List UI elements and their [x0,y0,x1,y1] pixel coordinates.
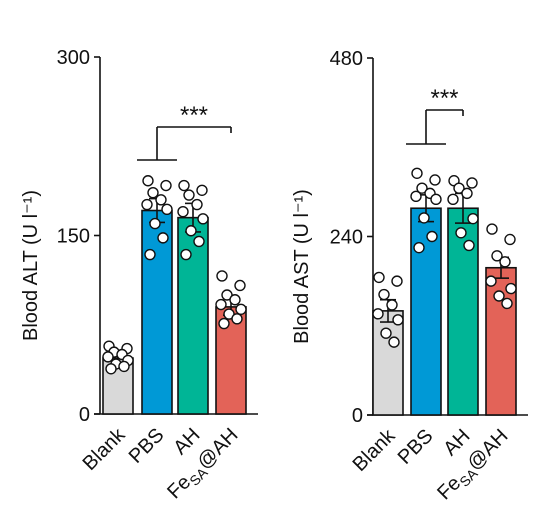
category-label-main: PBS [394,425,438,469]
data-point [141,198,153,211]
data-point [147,186,159,199]
data-point [102,351,114,363]
data-point [388,336,400,348]
data-point [149,217,161,230]
data-point [410,190,422,203]
data-point [191,198,203,211]
data-point [160,179,172,192]
data-point [378,288,390,301]
data-point [413,241,425,254]
data-point [467,212,479,225]
bar-ah [177,216,209,415]
category-label: PBS [394,425,438,469]
y-axis-title: Blood ALT (U l⁻¹) [20,190,42,341]
data-point [180,248,192,261]
data-point [411,167,423,179]
bar-blank [372,310,404,416]
category-label-rest: @AH [193,424,243,474]
y-tick-label: 480 [330,48,363,70]
y-tick-label: 300 [57,47,90,69]
data-point [196,184,208,196]
data-point [144,248,156,261]
data-point [486,223,498,235]
data-point [493,290,505,302]
data-point [183,189,195,201]
data-point [386,299,398,311]
data-point [157,232,169,244]
data-point [234,279,246,292]
data-point [118,360,130,373]
y-tick-label: 0 [352,405,363,427]
data-point [161,203,173,216]
category-label: Blank [79,423,131,475]
data-point [216,270,228,282]
bar-pbs [410,207,442,416]
y-tick-label: 240 [330,227,363,249]
category-label-main: Blank [349,424,401,476]
data-point [504,233,516,246]
data-point [501,297,513,310]
data-point [429,174,441,186]
data-point [455,227,467,239]
data-point [235,303,247,315]
data-point [461,187,473,200]
data-point [505,282,517,295]
y-axis-title: Blood AST (U l⁻¹) [291,189,313,344]
data-point [197,213,209,225]
data-point [453,182,465,194]
y-tick-label: 0 [79,404,90,426]
data-point [418,212,430,224]
data-point [391,275,403,287]
category-label-main: Blank [79,423,131,475]
data-point [372,308,384,320]
data-point [105,363,117,375]
data-point [215,298,227,311]
data-point [193,235,205,248]
bar-ah [447,207,479,416]
data-point [416,182,428,194]
data-point [463,239,475,252]
data-point [392,314,404,326]
data-point [466,177,478,189]
category-label: PBS [125,424,169,468]
bar-pbs [141,209,173,415]
data-point [142,175,154,187]
category-label-main: PBS [125,424,169,468]
data-point [177,205,189,218]
data-point [499,256,511,268]
data-point [178,179,190,192]
data-point [430,193,442,206]
data-point [185,225,197,237]
y-tick-label: 150 [57,226,90,248]
data-point [231,313,243,325]
data-point [491,250,503,262]
data-point [485,275,497,287]
significance-label: *** [430,85,458,112]
data-point [155,194,167,206]
data-point [447,193,459,206]
data-point [380,327,392,339]
category-label: Blank [349,424,401,476]
data-point [373,271,385,284]
data-point [229,294,241,306]
data-point [426,230,438,243]
data-point [218,317,230,330]
category-label-rest: @AH [463,425,513,475]
significance-label: *** [180,102,208,129]
